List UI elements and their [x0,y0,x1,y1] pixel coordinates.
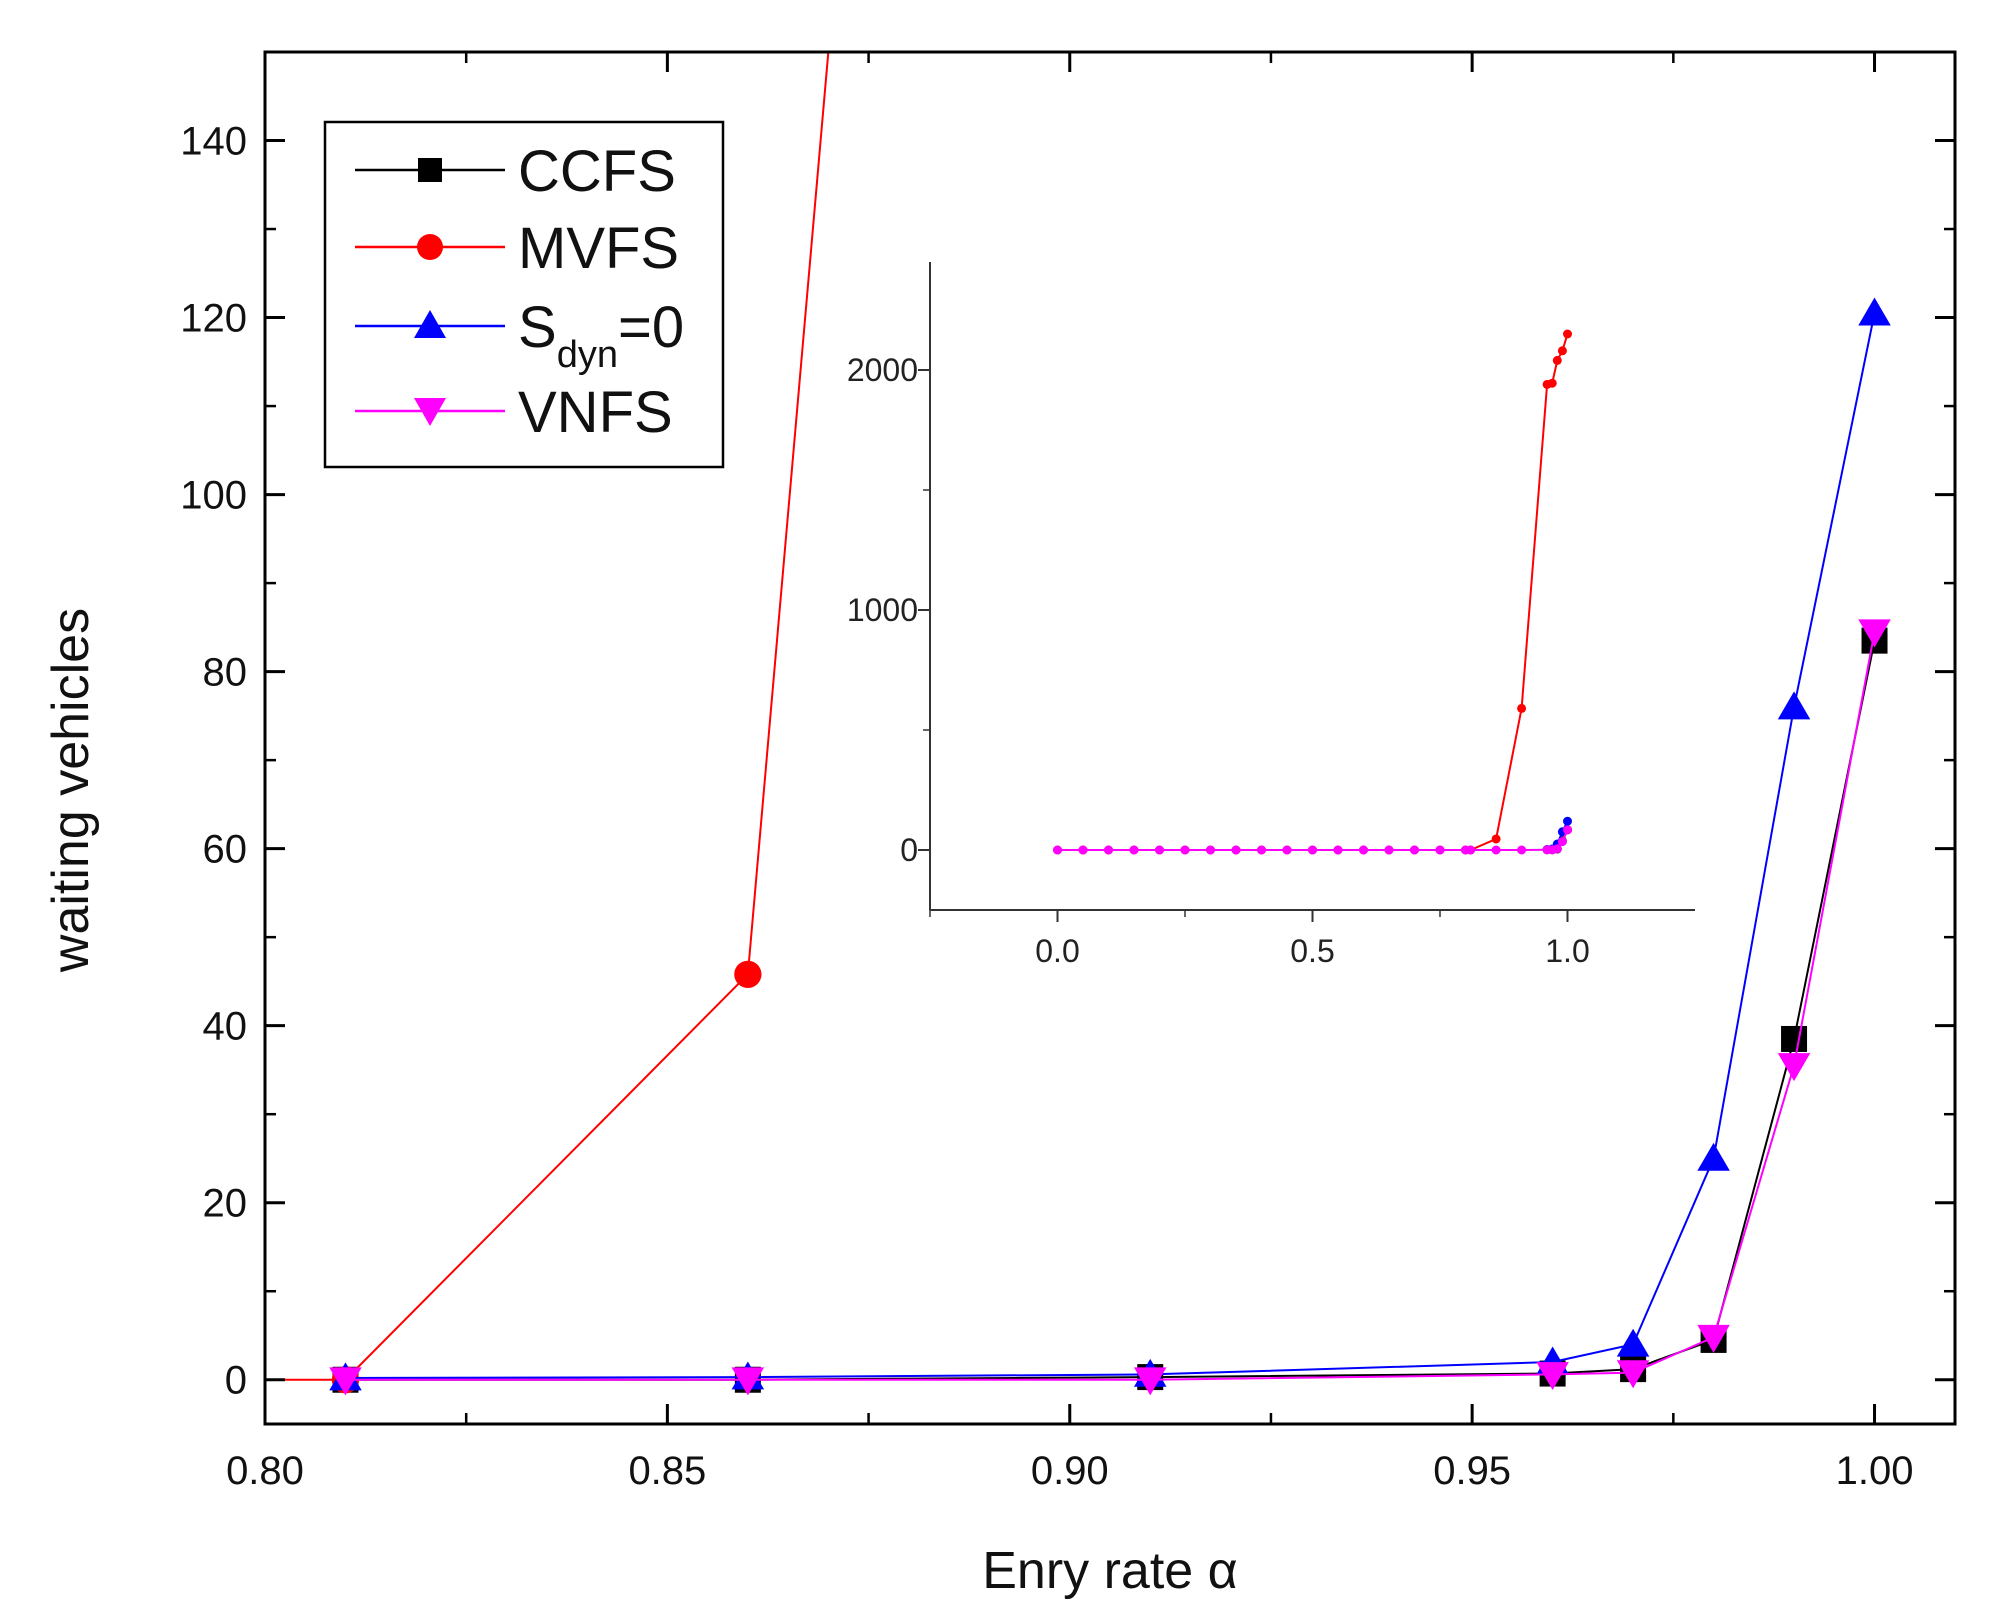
inset-y-tick-label-0: 0 [900,832,918,868]
inset-data-point-mvfs [1557,346,1567,356]
inset-data-point-vnfs [1517,845,1527,855]
y-tick-label-100: 100 [180,474,247,518]
inset-data-point-vnfs [1308,845,1317,855]
legend-label-vnfs: VNFS [518,380,673,445]
inset-data-point-vnfs [1384,845,1394,855]
inset-data-point-vnfs [1359,845,1368,855]
legend-entry-ccfs: CCFS [355,139,676,204]
inset-data-point-vnfs [1180,845,1190,855]
inset-data-point-mvfs [1491,834,1501,844]
series-vnfs [329,619,1891,1396]
y-tick-label-60: 60 [203,828,248,872]
legend-label-sdyn: Sdyn=0 [518,295,684,376]
y-tick-label-40: 40 [203,1005,248,1049]
main-plot-frame [263,50,1957,1426]
data-point-s-dyn-0 [1616,1328,1650,1357]
data-point-vnfs [1777,1053,1811,1082]
inset-data-point-vnfs [1552,844,1562,854]
data-point-ccfs [1781,1025,1808,1052]
series-line-vnfs [345,631,1876,1381]
legend-label-sdyn-tail: =0 [618,295,684,360]
legend-box [323,120,725,469]
inset-data-point-vnfs [1435,845,1445,855]
inset-data-point-mvfs [1552,355,1562,365]
inset-data-point-vnfs [1078,845,1088,855]
legend-entry-vnfs: VNFS [355,380,673,445]
legend-label-sdyn-main: S [518,295,557,360]
inset-data-point-vnfs [1257,845,1266,855]
data-point-s-dyn-0 [1697,1142,1730,1171]
data-point-s-dyn-0 [1858,297,1891,326]
data-point-vnfs [1858,619,1891,648]
inset-plot: 0.0 0.5 1.0 0 1000 2000 [847,262,1695,969]
series-line-s-dyn-0 [345,312,1876,1379]
legend-label-sdyn-sub: dyn [557,334,618,376]
inset-data-point-vnfs [1563,825,1572,835]
inset-data-point-mvfs [1547,378,1557,388]
legend-marker-sdyn [414,310,446,338]
inset-series-vnfs [1053,825,1572,855]
x-tick-label-1-00: 1.00 [1836,1449,1914,1493]
legend-entry-sdyn: Sdyn=0 [355,295,684,376]
inset-data-point-mvfs [1563,329,1572,339]
data-point-vnfs [1697,1324,1730,1353]
data-point-vnfs [1536,1362,1569,1391]
inset-data-point-vnfs [1155,845,1164,855]
x-tick-label-0-80: 0.80 [226,1449,304,1493]
inset-x-tick-label-0-5: 0.5 [1290,933,1334,969]
inset-y-tick-label-1000: 1000 [847,592,918,628]
inset-data-point-vnfs [1206,845,1215,855]
inset-data-point-vnfs [1410,845,1419,855]
inset-data-point-vnfs [1104,845,1113,855]
x-tick-label-0-95: 0.95 [1433,1449,1511,1493]
data-point-vnfs [1133,1367,1167,1396]
data-point-vnfs [329,1367,362,1396]
inset-data-point-vnfs [1491,845,1501,855]
legend-marker-vnfs [414,398,446,426]
legend-entry-mvfs: MVFS [355,216,679,281]
x-axis-title: Enry rate α [982,1542,1237,1600]
data-point-vnfs [731,1367,765,1396]
data-point-mvfs [734,960,762,988]
inset-data-point-vnfs [1557,837,1567,847]
y-tick-label-80: 80 [203,651,248,695]
legend: CCFS MVFS Sdyn=0 VNFS [323,120,725,469]
data-point-vnfs [1616,1360,1650,1389]
legend-label-ccfs: CCFS [518,139,676,204]
inset-x-tick-label-0-0: 0.0 [1035,933,1079,969]
legend-label-mvfs: MVFS [518,216,679,281]
inset-data-point-vnfs [1053,845,1062,855]
x-tick-label-0-85: 0.85 [628,1449,706,1493]
data-point-s-dyn-0 [1777,691,1811,720]
y-tick-label-120: 120 [180,297,247,341]
inset-data-point-vnfs [1333,845,1343,855]
series-line-mvfs [265,52,830,1381]
inset-data-point-vnfs [1129,845,1139,855]
y-tick-label-20: 20 [203,1182,248,1226]
x-tick-label-0-90: 0.90 [1031,1449,1109,1493]
y-tick-label-0: 0 [225,1359,247,1403]
inset-data-point-vnfs [1282,845,1292,855]
y-tick-label-140: 140 [180,120,247,164]
inset-data-point-vnfs [1466,845,1476,855]
inset-data-point-mvfs [1517,703,1527,713]
y-axis-title: waiting vehicles [42,608,100,973]
legend-marker-mvfs [417,234,443,260]
inset-data-point-vnfs [1231,845,1241,855]
inset-y-tick-label-2000: 2000 [847,352,918,388]
inset-x-tick-label-1-0: 1.0 [1545,933,1589,969]
legend-marker-ccfs [418,158,442,182]
inset-data-point-s-dyn-0 [1563,816,1572,826]
